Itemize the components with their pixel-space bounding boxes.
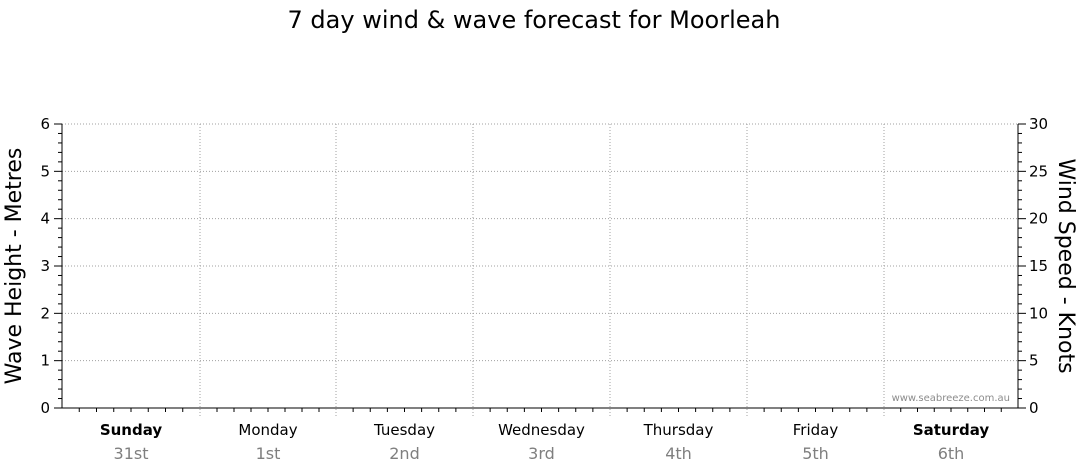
day-date-label: 1st [256,444,281,463]
day-date-label: 6th [938,444,965,463]
right-tick-label: 10 [1029,304,1048,322]
chart-title: 7 day wind & wave forecast for Moorleah [288,6,781,34]
left-tick-label: 1 [40,352,50,370]
day-date-label: 31st [114,444,149,463]
left-tick-label: 0 [40,399,50,417]
right-tick-label: 25 [1029,162,1048,180]
right-tick-label: 20 [1029,210,1048,228]
day-date-label: 3rd [528,444,555,463]
day-date-label: 2nd [389,444,419,463]
left-tick-label: 2 [40,304,50,322]
axes-layer [54,123,1026,412]
grid-layer [62,123,1018,416]
left-tick-label: 4 [40,210,50,228]
day-name-label: Tuesday [373,421,435,439]
right-tick-label: 15 [1029,257,1048,275]
left-tick-labels: 0 1 2 3 4 5 6 [40,115,50,417]
right-tick-label: 30 [1029,115,1048,133]
day-name-label: Monday [238,421,297,439]
right-axis-title: Wind Speed - Knots [1053,158,1078,373]
day-name-label: Thursday [643,421,714,439]
left-tick-label: 3 [40,257,50,275]
right-tick-label: 5 [1029,352,1039,370]
right-tick-labels: 0 5 10 15 20 25 30 [1029,115,1048,417]
day-date-label: 4th [665,444,692,463]
right-tick-label: 0 [1029,399,1039,417]
left-axis-title: Wave Height - Metres [2,148,27,385]
left-tick-label: 6 [40,115,50,133]
watermark: www.seabreeze.com.au [892,393,1010,404]
day-name-label: Friday [793,421,839,439]
day-labels: Sunday 31st Monday 1st Tuesday 2nd Wednesday 3r… [100,421,990,463]
day-name-label: Saturday [913,421,990,439]
left-tick-label: 5 [40,162,50,180]
day-date-label: 5th [802,444,829,463]
day-name-label: Wednesday [498,421,585,439]
day-name-label: Sunday [100,421,163,439]
